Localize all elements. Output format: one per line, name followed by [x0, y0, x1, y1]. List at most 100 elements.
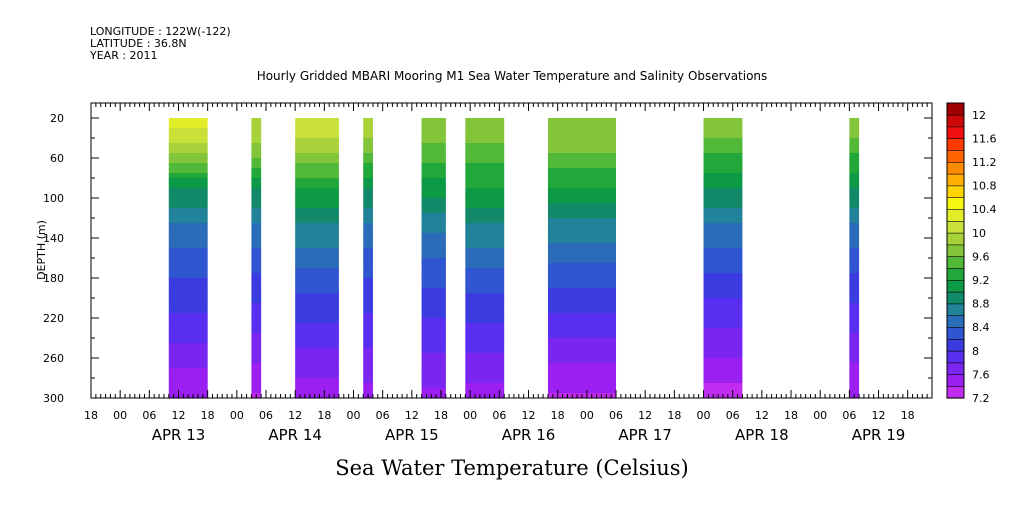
temperature-cell	[251, 383, 262, 389]
temperature-cell	[547, 243, 617, 249]
x-hour-label: 00	[580, 409, 594, 422]
colorbar-swatch	[946, 256, 965, 269]
temperature-cell	[547, 343, 617, 349]
observation-window	[465, 118, 505, 399]
temperature-cell	[547, 178, 617, 184]
temperature-cell	[465, 268, 505, 274]
temperature-cell	[849, 178, 860, 184]
temperature-cell	[547, 368, 617, 374]
temperature-cell	[295, 183, 339, 189]
temperature-cell	[547, 163, 617, 169]
temperature-cell	[168, 288, 208, 294]
temperature-cell	[703, 308, 743, 314]
colorbar-label: 8	[972, 345, 979, 358]
colorbar-swatch	[946, 374, 965, 387]
temperature-cell	[849, 148, 860, 154]
temperature-cell	[465, 278, 505, 284]
temperature-cell	[295, 158, 339, 164]
temperature-cell	[849, 313, 860, 319]
temperature-cell	[849, 278, 860, 284]
temperature-cell	[363, 363, 373, 369]
temperature-cell	[295, 383, 339, 389]
colorbar-label: 7.6	[972, 368, 990, 381]
colorbar-label: 11.6	[972, 132, 997, 145]
temperature-cell	[421, 223, 446, 229]
temperature-cell	[547, 258, 617, 264]
temperature-cell	[295, 168, 339, 174]
temperature-cell	[421, 123, 446, 129]
temperature-cell	[703, 368, 743, 374]
temperature-cell	[295, 343, 339, 349]
x-day-label: APR 15	[385, 426, 439, 444]
temperature-cell	[547, 173, 617, 179]
temperature-cell	[421, 363, 446, 369]
colorbar-label: 9.2	[972, 274, 990, 287]
temperature-cell	[251, 213, 262, 219]
temperature-cell	[421, 133, 446, 139]
temperature-cell	[547, 228, 617, 234]
y-tick-label: 140	[43, 232, 64, 245]
temperature-cell	[849, 193, 860, 199]
temperature-cell	[421, 138, 446, 144]
temperature-cell	[465, 218, 505, 224]
temperature-cell	[703, 293, 743, 299]
temperature-cell	[295, 163, 339, 169]
temperature-cell	[168, 353, 208, 359]
temperature-cell	[363, 158, 373, 164]
x-hour-label: 12	[755, 409, 769, 422]
temperature-cell	[547, 133, 617, 139]
y-tick-label: 300	[43, 392, 64, 405]
temperature-cell	[295, 353, 339, 359]
temperature-cell	[465, 153, 505, 159]
meta-year: YEAR : 2011	[89, 49, 158, 62]
colorbar-frame	[946, 102, 965, 399]
temperature-cell	[295, 233, 339, 239]
temperature-cell	[251, 248, 262, 254]
temperature-cell	[421, 303, 446, 309]
temperature-cell	[465, 128, 505, 134]
temperature-cell	[251, 238, 262, 244]
temperature-cell	[703, 258, 743, 264]
colorbar-swatch	[946, 232, 965, 246]
temperature-cell	[168, 343, 208, 349]
temperature-cell	[421, 143, 446, 149]
temperature-cell	[465, 303, 505, 309]
temperature-cell	[703, 268, 743, 274]
temperature-cell	[295, 278, 339, 284]
temperature-cell	[295, 268, 339, 274]
temperature-cell	[168, 298, 208, 304]
x-hour-label: 18	[901, 409, 915, 422]
colorbar-label: 10.8	[972, 180, 997, 193]
temperature-cell	[849, 203, 860, 209]
colorbar-label: 8.8	[972, 298, 990, 311]
temperature-cell	[295, 288, 339, 294]
temperature-cell	[849, 198, 860, 204]
colorbar-swatch	[946, 138, 965, 151]
temperature-cell	[849, 343, 860, 349]
temperature-cell	[295, 118, 339, 124]
temperature-cell	[465, 168, 505, 174]
temperature-cell	[168, 203, 208, 209]
temperature-cell	[421, 258, 446, 264]
temperature-cell	[295, 203, 339, 209]
temperature-cell	[703, 343, 743, 349]
temperature-cell	[465, 323, 505, 329]
temperature-cell	[168, 163, 208, 169]
temperature-cell	[703, 153, 743, 159]
temperature-cell	[703, 218, 743, 224]
temperature-cell	[465, 273, 505, 279]
temperature-cell	[465, 118, 505, 124]
y-axis-label: DEPTH (m)	[35, 220, 48, 280]
x-hour-label: 00	[813, 409, 827, 422]
temperature-cell	[703, 198, 743, 204]
colorbar-swatch	[946, 185, 965, 199]
y-tick-label: 220	[43, 312, 64, 325]
temperature-cell	[547, 363, 617, 369]
temperature-cell	[703, 183, 743, 189]
colorbar-swatch	[946, 208, 965, 222]
temperature-cell	[295, 328, 339, 334]
temperature-cell	[547, 148, 617, 154]
x-hour-label: 00	[230, 409, 244, 422]
temperature-cell	[465, 298, 505, 304]
temperature-cell	[547, 213, 617, 219]
